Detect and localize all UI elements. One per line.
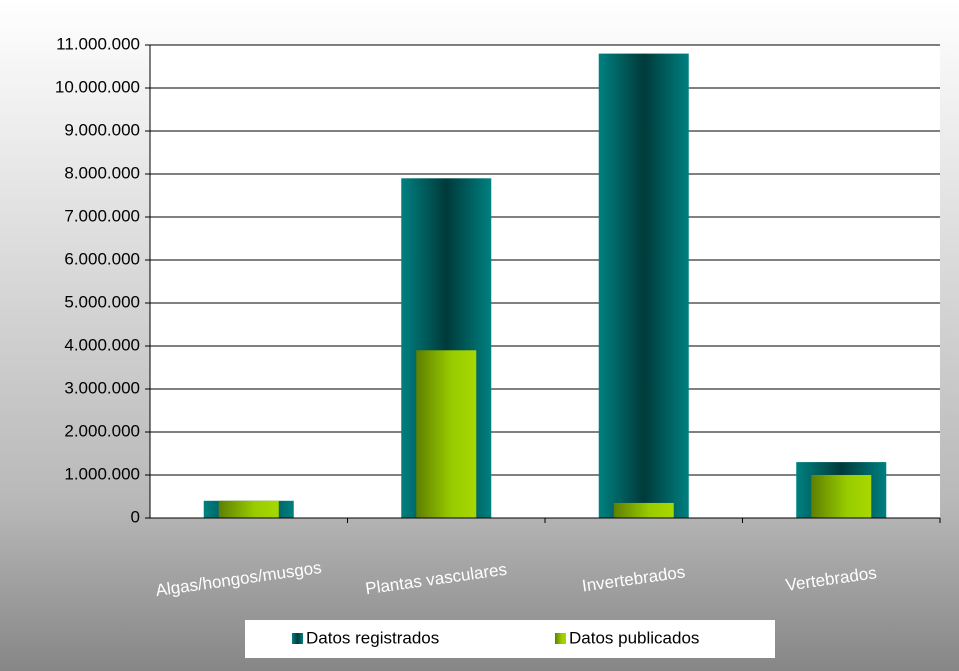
y-tick-label: 8.000.000 [64, 163, 140, 182]
y-tick-label: 0 [131, 507, 140, 526]
legend [245, 620, 775, 658]
legend-label: Datos publicados [569, 628, 699, 647]
y-tick-label: 10.000.000 [55, 77, 140, 96]
y-tick-label: 9.000.000 [64, 120, 140, 139]
y-tick-label: 11.000.000 [56, 34, 140, 53]
y-tick-label: 6.000.000 [64, 249, 140, 268]
bar [218, 500, 279, 518]
legend-marker [292, 633, 303, 644]
y-tick-label: 7.000.000 [64, 206, 140, 225]
bar [416, 350, 477, 518]
bar [613, 502, 674, 518]
legend-label: Datos registrados [306, 628, 439, 647]
bar [598, 53, 689, 518]
plot-area [150, 45, 940, 518]
legend-marker [555, 633, 566, 644]
y-tick-label: 1.000.000 [64, 464, 140, 483]
y-tick-label: 5.000.000 [64, 292, 140, 311]
y-tick-label: 3.000.000 [64, 378, 140, 397]
y-tick-label: 4.000.000 [64, 335, 140, 354]
bar [811, 475, 872, 518]
y-tick-label: 2.000.000 [64, 421, 140, 440]
